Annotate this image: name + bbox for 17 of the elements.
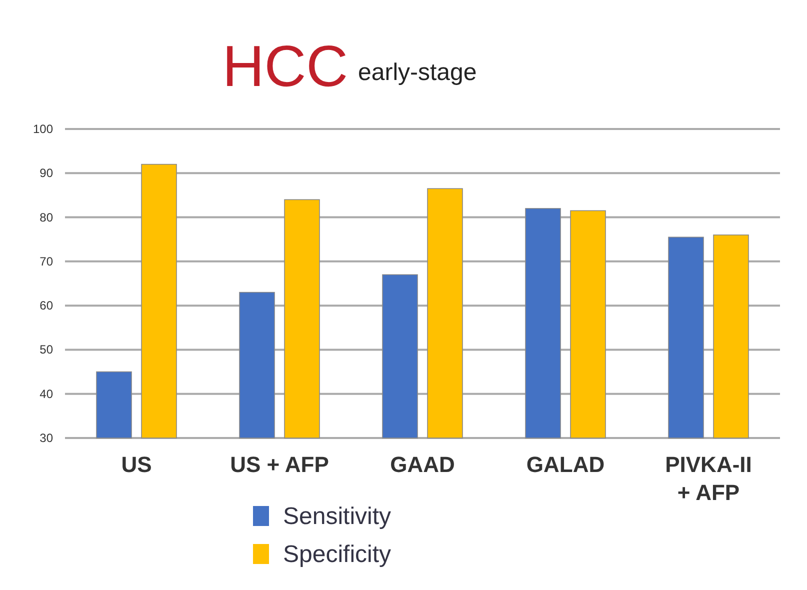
x-tick-label: US — [121, 452, 152, 477]
y-tick-label: 50 — [40, 342, 54, 357]
chart-title: HCC — [222, 34, 348, 99]
x-tick-label: US + AFP — [230, 452, 329, 477]
y-tick-label: 60 — [40, 298, 54, 313]
chart-subtitle: early-stage — [358, 59, 477, 86]
y-tick-label: 30 — [40, 431, 54, 445]
x-tick-label: GAAD — [390, 452, 455, 477]
y-tick-label: 90 — [40, 166, 54, 180]
legend-label: Sensitivity — [283, 503, 392, 530]
x-tick-label: GALAD — [526, 452, 605, 477]
y-tick-label: 70 — [40, 254, 54, 268]
x-tick-label: PIVKA-II + AFP — [665, 452, 752, 505]
y-tick-label: 80 — [40, 210, 54, 224]
y-tick-label: 40 — [40, 386, 54, 401]
legend-label: Specificity — [283, 541, 392, 568]
y-tick-label: 100 — [32, 122, 54, 136]
